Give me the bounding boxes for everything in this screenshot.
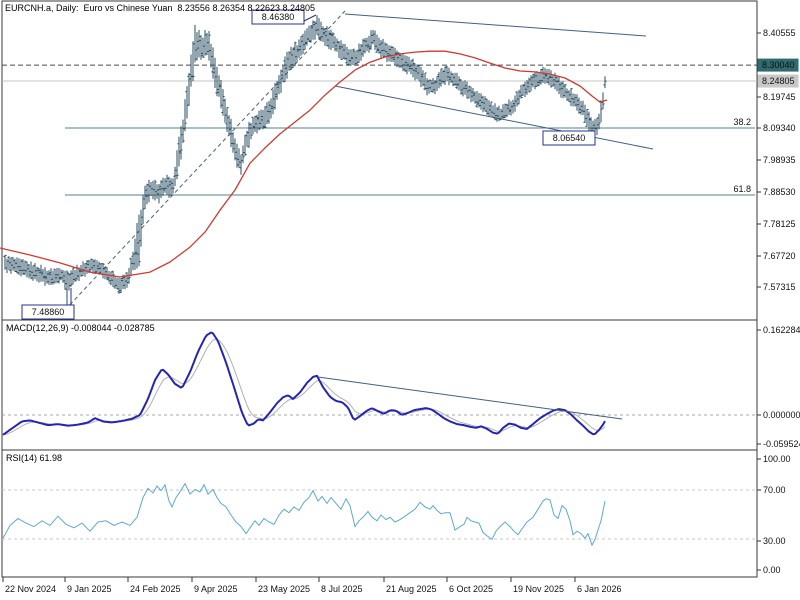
price-line-label-box [757,58,799,72]
chart-title: EURCNH.a, Daily: Euro vs Chinese Yuan 8.… [5,3,316,13]
macd-main-line [2,331,606,436]
time-axis-label: 9 Jan 2025 [67,584,112,594]
time-axis-label: 6 Oct 2025 [449,584,493,594]
rsi-line [2,482,606,547]
time-axis-label: 21 Aug 2025 [386,584,437,594]
rsi-axis-label: 100.00 [763,454,791,464]
annotation-box [542,130,596,146]
price-axis-label: 8.09340 [763,123,796,133]
annotation-price-text[interactable]: 8.06540 [553,133,586,143]
rsi-axis-label: 0.00 [763,565,781,575]
price-axis-label: 8.40555 [763,28,796,38]
price-line-label-text: 8.24805 [762,76,795,86]
annotation-box [251,9,305,25]
annotation-price-text[interactable]: 7.48860 [32,307,65,317]
rsi-axis-label: 70.00 [763,485,786,495]
time-axis-label: 24 Feb 2025 [130,584,181,594]
price-axis-label: 7.98935 [763,155,796,165]
moving-average-line [0,50,608,278]
price-axis-label: 7.57315 [763,282,796,292]
time-axis-label: 6 Jan 2026 [577,584,622,594]
macd-trendline [317,376,623,420]
macd-axis-label: 0.000000 [763,410,800,420]
price-annotation[interactable] [21,288,75,320]
macd-axis-label: 0.162284 [763,325,800,335]
time-axis-label: 22 Nov 2024 [5,584,56,594]
macd-axis-label: -0.059524 [763,439,800,449]
price-ohlc-bars [3,15,607,313]
price-line-label-text: 8.30040 [762,60,795,70]
time-axis-label: 8 Jul 2025 [321,584,363,594]
annotation-box [21,304,75,320]
fib-level-label: 61.8 [733,184,751,194]
price-axis-label: 7.88530 [763,187,796,197]
time-axis-label: 23 May 2025 [258,584,310,594]
price-annotation[interactable] [542,130,596,146]
price-annotation[interactable] [251,9,317,25]
price-axis-label: 7.78125 [763,219,796,229]
price-line-label-box [757,74,799,88]
plot-border [1,0,758,578]
price-axis-label: 7.67720 [763,251,796,261]
trendline [64,10,346,311]
annotation-connector [303,14,317,22]
time-axis-label: 9 Apr 2025 [194,584,238,594]
rsi-indicator-label: RSI(14) 61.98 [6,453,63,463]
macd-indicator-label: MACD(12,26,9) -0.008044 -0.028785 [6,323,155,333]
time-axis-label: 19 Nov 2025 [513,584,564,594]
annotation-price-text[interactable]: 8.46380 [262,12,295,22]
rsi-axis-label: 30.00 [763,536,786,546]
price-axis-label: 8.19745 [763,92,796,102]
trendline [344,13,647,37]
fib-level-label: 38.2 [733,117,751,127]
